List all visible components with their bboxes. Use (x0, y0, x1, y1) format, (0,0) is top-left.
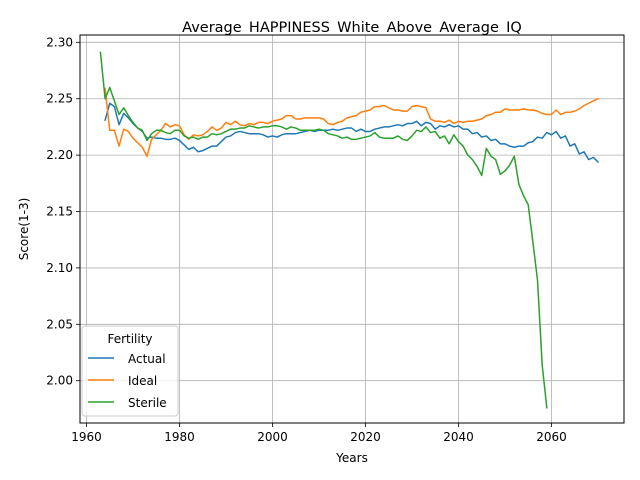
y-tick-label: 2.05 (46, 317, 73, 331)
legend-box (81, 325, 179, 417)
series-line-sterile (99, 51, 548, 409)
x-axis-ticks: 1960 1980 2000 2020 2040 2060 (71, 423, 567, 444)
grid (80, 35, 624, 423)
legend-label-actual: Actual (128, 352, 166, 366)
x-tick-label: 2000 (257, 430, 288, 444)
y-axis-ticks: 2.00 2.05 2.10 2.15 2.20 2.25 2.30 (46, 35, 80, 388)
y-tick-label: 2.00 (46, 374, 73, 388)
y-axis-label: Score(1-3) (17, 198, 31, 261)
chart-title: Average_HAPPINESS_White_Above_Average_IQ (182, 20, 522, 36)
legend-label-sterile: Sterile (128, 396, 167, 410)
x-tick-label: 1960 (71, 430, 102, 444)
series-lines (99, 51, 600, 409)
y-tick-label: 2.20 (46, 148, 73, 162)
legend-label-ideal: Ideal (128, 374, 157, 388)
x-tick-label: 1980 (164, 430, 195, 444)
x-tick-label: 2040 (443, 430, 474, 444)
x-tick-label: 2020 (350, 430, 381, 444)
series-line-actual (104, 102, 600, 163)
y-tick-label: 2.10 (46, 261, 73, 275)
y-tick-label: 2.25 (46, 92, 73, 106)
x-axis-label: Years (335, 451, 368, 465)
x-tick-label: 2060 (536, 430, 567, 444)
y-tick-label: 2.15 (46, 205, 73, 219)
y-tick-label: 2.30 (46, 35, 73, 49)
plot-frame (79, 34, 625, 424)
legend-title: Fertility (107, 332, 152, 346)
legend: Fertility Actual Ideal Sterile (81, 325, 179, 417)
